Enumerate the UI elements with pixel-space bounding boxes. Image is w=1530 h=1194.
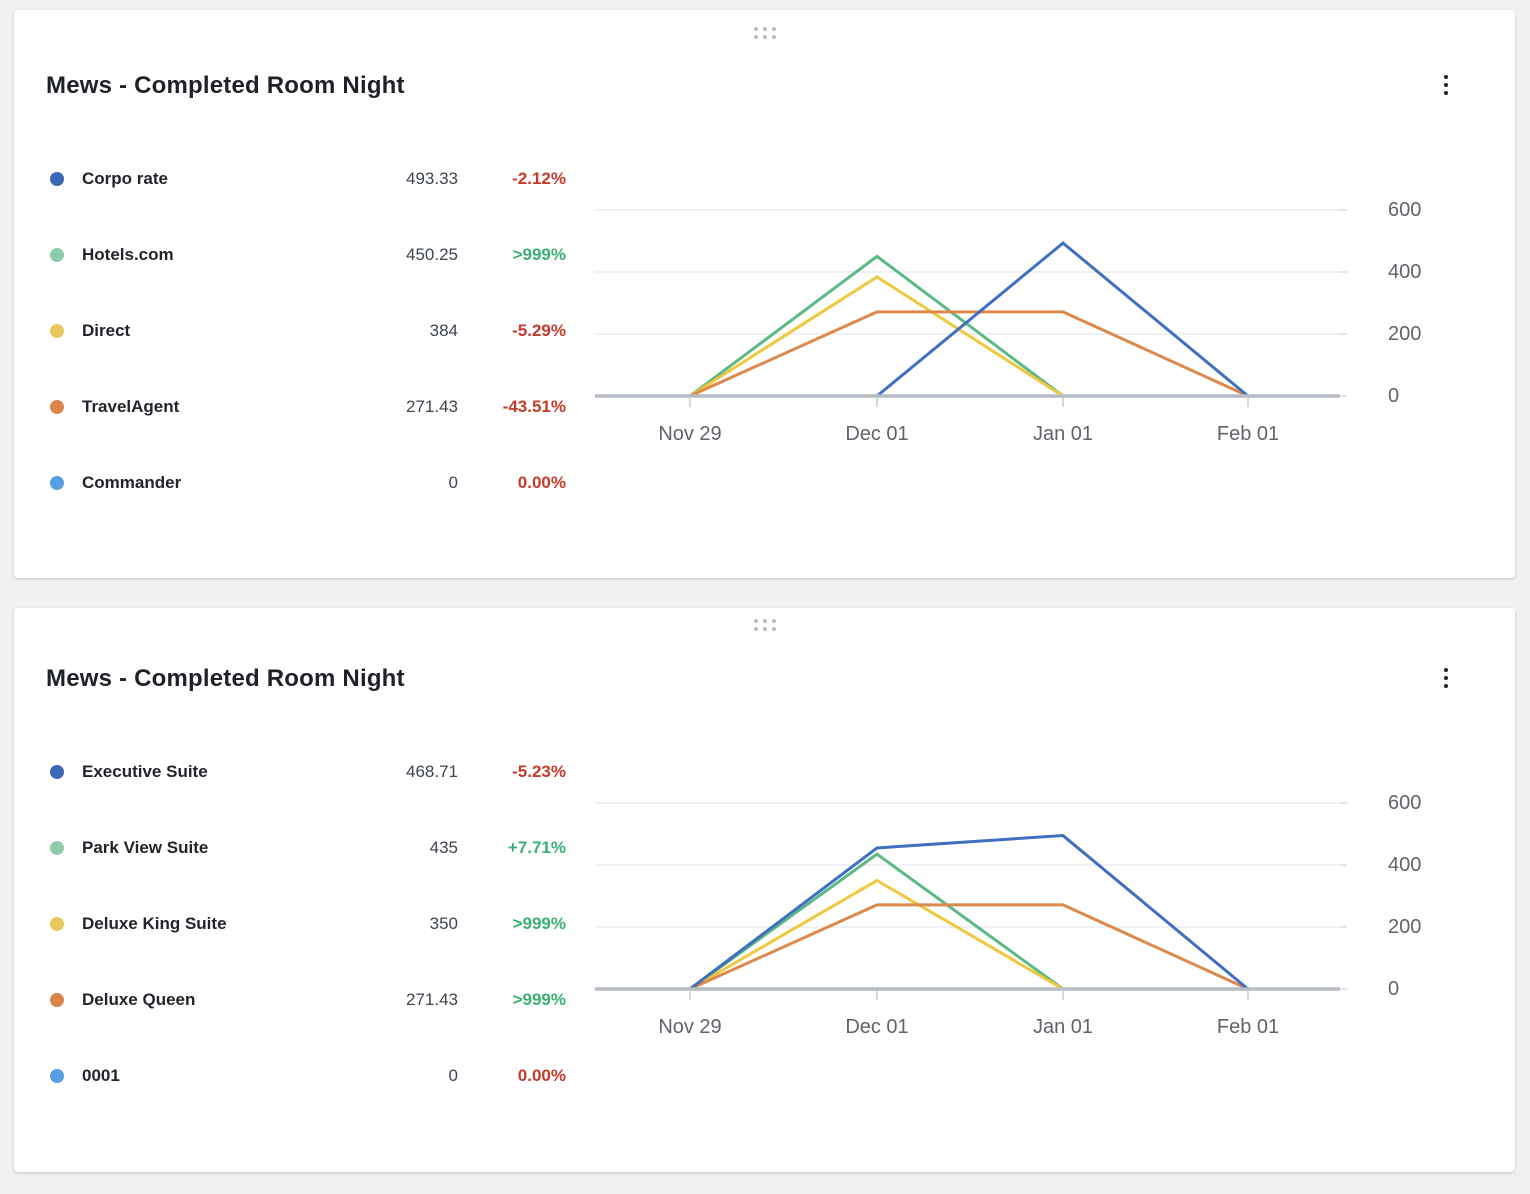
x-axis-label: Dec 01 [845, 1016, 908, 1038]
card-title: Mews - Completed Room Night [46, 72, 405, 99]
y-axis-label: 200 [1388, 916, 1421, 938]
card-menu-button[interactable] [1437, 72, 1455, 98]
legend-item[interactable]: Commander 0 0.00% [50, 468, 566, 498]
legend-item[interactable]: Direct 384 -5.29% [50, 316, 566, 346]
y-axis-label: 600 [1388, 199, 1421, 221]
legend-item[interactable]: Hotels.com 450.25 >999% [50, 240, 566, 270]
series-line-park-view-suite [689, 852, 1248, 991]
series-color-dot [50, 993, 64, 1007]
legend-value: 271.43 [406, 397, 458, 416]
y-axis-label: 400 [1388, 854, 1421, 876]
x-axis-label: Feb 01 [1217, 423, 1279, 445]
series-color-dot [50, 172, 64, 186]
card-title: Mews - Completed Room Night [46, 665, 405, 692]
series-color-dot [50, 476, 64, 490]
legend-change: +7.71% [507, 838, 566, 857]
series-color-dot [50, 1069, 64, 1083]
line-chart[interactable]: 0 200 400 600 Nov 29 Dec 01 Jan 01 Feb 01 [595, 196, 1440, 461]
legend-label: Deluxe King Suite [82, 914, 227, 933]
legend-item[interactable]: Park View Suite 435 +7.71% [50, 833, 566, 863]
legend-value: 384 [429, 321, 458, 340]
legend-change: 0.00% [517, 473, 566, 492]
legend-label: Park View Suite [82, 838, 209, 857]
legend-value: 350 [429, 914, 458, 933]
x-axis-label: Jan 01 [1033, 423, 1093, 445]
x-axis-label: Nov 29 [658, 423, 721, 445]
x-axis-label: Feb 01 [1217, 1016, 1279, 1038]
legend-label: Direct [82, 321, 131, 340]
legend-label: TravelAgent [82, 397, 180, 416]
legend: Executive Suite 468.71 -5.23% Park View … [50, 757, 566, 1091]
legend-item[interactable]: Deluxe Queen 271.43 >999% [50, 985, 566, 1015]
legend: Corpo rate 493.33 -2.12% Hotels.com 450.… [50, 164, 566, 498]
legend-value: 450.25 [406, 245, 458, 264]
legend-label: 0001 [82, 1066, 120, 1085]
series-color-dot [50, 765, 64, 779]
series-line-executive-suite [689, 834, 1249, 991]
legend-label: Executive Suite [82, 762, 208, 781]
legend-change: 0.00% [517, 1066, 566, 1085]
series-color-dot [50, 324, 64, 338]
legend-value: 271.43 [406, 990, 458, 1009]
legend-change: >999% [512, 245, 566, 264]
y-axis-label: 200 [1388, 323, 1421, 345]
legend-value: 435 [429, 838, 458, 857]
legend-item[interactable]: TravelAgent 271.43 -43.51% [50, 392, 566, 422]
legend-change: >999% [512, 990, 566, 1009]
series-color-dot [50, 248, 64, 262]
legend-label: Commander [82, 473, 182, 492]
legend-value: 493.33 [406, 169, 458, 188]
legend-change: -2.12% [512, 169, 566, 188]
legend-value: 468.71 [406, 762, 458, 781]
legend-item[interactable]: Executive Suite 468.71 -5.23% [50, 757, 566, 787]
drag-handle-dots-icon[interactable] [751, 24, 779, 42]
line-chart[interactable]: 0 200 400 600 Nov 29 Dec 01 Jan 01 Feb 01 [595, 789, 1440, 1054]
series-color-dot [50, 841, 64, 855]
x-axis-label: Jan 01 [1033, 1016, 1093, 1038]
kebab-menu-icon [1444, 75, 1448, 79]
y-axis-label: 400 [1388, 261, 1421, 283]
metric-card-room-types: Mews - Completed Room Night Executive Su… [14, 608, 1515, 1172]
drag-handle-dots-icon[interactable] [751, 616, 779, 634]
series-line-direct [689, 275, 1248, 398]
series-line-deluxe-king-suite [689, 878, 1248, 991]
y-axis-label: 0 [1388, 385, 1399, 407]
legend-item[interactable]: Deluxe King Suite 350 >999% [50, 909, 566, 939]
legend-change: -5.29% [512, 321, 566, 340]
legend-label: Deluxe Queen [82, 990, 196, 1009]
x-axis-label: Dec 01 [845, 423, 908, 445]
legend-label: Hotels.com [82, 245, 174, 264]
legend-change: -43.51% [502, 397, 566, 416]
y-axis-label: 0 [1388, 978, 1399, 1000]
metric-card-channels: Mews - Completed Room Night Corpo rate 4… [14, 10, 1515, 578]
series-color-dot [50, 917, 64, 931]
legend-item[interactable]: Corpo rate 493.33 -2.12% [50, 164, 566, 194]
legend-change: -5.23% [512, 762, 566, 781]
series-color-dot [50, 400, 64, 414]
legend-item[interactable]: 0001 0 0.00% [50, 1061, 566, 1091]
legend-change: >999% [512, 914, 566, 933]
series-line-corpo-rate [690, 241, 1249, 398]
series-line-deluxe-queen [689, 903, 1249, 991]
chart-canvas: 0 200 400 600 Nov 29 Dec 01 Jan 01 Feb 01 [595, 199, 1421, 445]
legend-value: 0 [448, 1066, 458, 1085]
card-menu-button[interactable] [1437, 665, 1455, 691]
kebab-menu-icon [1444, 668, 1448, 672]
series-line-travelagent [689, 310, 1249, 398]
y-axis-label: 600 [1388, 792, 1421, 814]
legend-label: Corpo rate [82, 169, 168, 188]
x-axis-label: Nov 29 [658, 1016, 721, 1038]
chart-canvas: 0 200 400 600 Nov 29 Dec 01 Jan 01 Feb 01 [595, 792, 1421, 1038]
legend-value: 0 [448, 473, 458, 492]
